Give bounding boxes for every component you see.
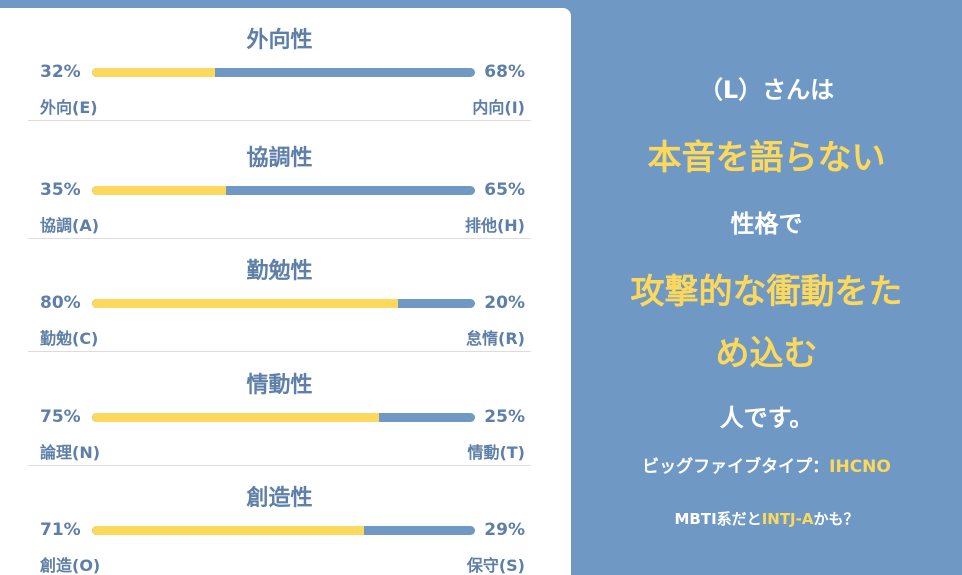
trait-conscientiousness: 勤勉性 80% 20% 勤勉(C) 怠惰(R) [28,239,531,352]
left-percent: 71% [40,520,81,540]
trait-title: 協調性 [246,146,313,171]
trait-extraversion: 外向性 32% 68% 外向(E) 内向(I) [28,8,531,121]
result-connector: 性格で [730,210,803,238]
mbti-type-code: INTJ-A [761,510,814,528]
result-trait-headline-2a: 攻撃的な衝動をた [630,272,903,312]
trait-bar [92,413,475,422]
right-percent: 29% [484,520,525,540]
right-pole-label: 怠惰(R) [466,329,525,348]
trait-bar [92,526,475,535]
result-trait-headline-1: 本音を語らない [647,138,886,178]
trait-title: 外向性 [246,28,313,53]
mbti-suffix: かも？ [813,510,859,528]
trait-bar-fill [92,413,380,422]
right-pole-label: 情動(T) [467,443,525,462]
left-percent: 35% [40,180,81,200]
trait-title: 勤勉性 [246,259,313,284]
result-trait-headline-2b: め込む [715,334,818,374]
left-pole-label: 創造(O) [40,556,101,575]
trait-openness: 創造性 71% 29% 創造(O) 保守(S) [28,466,531,575]
left-percent: 32% [40,62,81,82]
right-percent: 65% [484,180,525,200]
trait-emotionality: 情動性 75% 25% 論理(N) 情動(T) [28,353,531,466]
right-pole-label: 排他(H) [464,216,525,235]
trait-title: 創造性 [246,486,313,511]
trait-bar-fill [92,68,215,77]
trait-bar [92,186,475,195]
mbti-type-line: MBTI系だとINTJ-Aかも？ [571,508,962,529]
mbti-prefix: MBTI系だと [674,510,762,528]
left-percent: 80% [40,293,81,313]
result-intro: （L）さんは [698,76,835,104]
left-pole-label: 論理(N) [40,443,101,462]
left-pole-label: 勤勉(C) [40,329,99,348]
result-closing: 人です。 [719,404,814,432]
trait-bar-fill [92,299,399,308]
right-pole-label: 保守(S) [466,556,525,575]
big-five-type-code: IHCNO [829,457,891,477]
trait-results-panel: 外向性 32% 68% 外向(E) 内向(I) 協調性 35% 65% 協調(A… [0,8,571,575]
trait-title: 情動性 [246,373,313,398]
trait-bar-fill [92,526,364,535]
right-percent: 20% [484,293,525,313]
trait-bar-fill [92,186,227,195]
trait-bar [92,299,475,308]
left-percent: 75% [40,407,81,427]
trait-bar [92,68,475,77]
right-pole-label: 内向(I) [472,98,525,117]
trait-agreeableness: 協調性 35% 65% 協調(A) 排他(H) [28,126,531,239]
result-summary-panel: （L）さんは 本音を語らない 性格で 攻撃的な衝動をた め込む 人です。 ビッグ… [571,0,962,575]
right-percent: 68% [484,62,525,82]
right-percent: 25% [484,407,525,427]
big-five-type-line: ビッグファイブタイプ：IHCNO [571,452,962,477]
left-pole-label: 協調(A) [40,216,100,235]
big-five-type-prefix: ビッグファイブタイプ： [642,457,830,477]
left-pole-label: 外向(E) [40,98,98,117]
